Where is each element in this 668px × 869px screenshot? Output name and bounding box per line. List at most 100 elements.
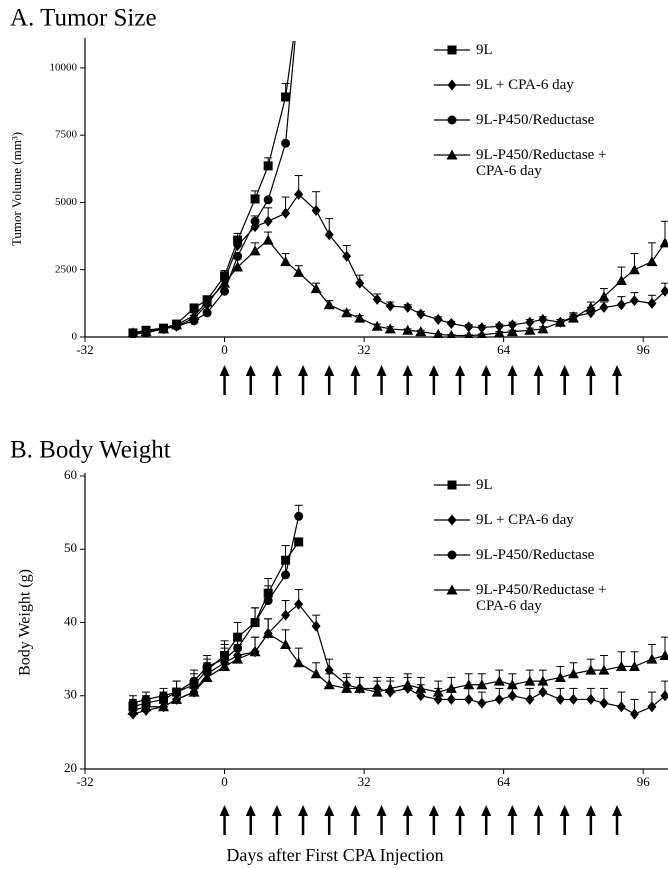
marker <box>598 291 610 302</box>
marker <box>507 690 517 702</box>
legend-key <box>434 45 470 55</box>
marker <box>281 207 291 219</box>
legend-key <box>434 550 470 560</box>
marker <box>493 675 505 686</box>
marker <box>140 701 152 712</box>
chart-title: B. Body Weight <box>10 437 171 464</box>
injection-arrowhead <box>585 365 596 376</box>
x-tick-label: 0 <box>221 342 228 357</box>
injection-arrowhead <box>298 365 309 376</box>
marker <box>628 264 640 275</box>
marker <box>433 693 443 705</box>
marker <box>433 314 443 326</box>
marker <box>660 285 668 297</box>
injection-arrowhead <box>507 365 518 376</box>
marker <box>294 511 304 521</box>
marker <box>281 92 291 102</box>
legend: 9L 9L + CPA-6 day 9L-P450/Reductase 9L-P450… <box>432 477 641 617</box>
marker <box>415 682 427 693</box>
marker <box>585 664 597 675</box>
series-line <box>132 41 294 334</box>
x-tick-label: 96 <box>637 774 651 789</box>
marker <box>477 322 487 334</box>
legend-label: 9L <box>476 477 493 493</box>
marker <box>310 283 322 294</box>
injection-arrowhead <box>612 365 623 376</box>
marker <box>171 693 183 704</box>
marker <box>494 320 504 332</box>
injection-arrowhead <box>455 805 466 816</box>
marker <box>157 701 169 712</box>
y-tick-label: 20 <box>64 760 77 775</box>
series-line <box>132 541 300 708</box>
marker <box>568 693 578 705</box>
marker <box>477 329 487 338</box>
marker <box>598 664 610 675</box>
marker <box>628 660 640 671</box>
marker <box>354 682 366 693</box>
marker <box>647 297 657 309</box>
legend-label: 9L-P450/Reductase <box>476 112 595 128</box>
marker <box>324 664 334 676</box>
marker <box>403 301 413 313</box>
y-tick-label: 2500 <box>55 263 78 275</box>
injection-arrowhead <box>376 805 387 816</box>
marker <box>599 301 609 313</box>
marker <box>524 675 536 686</box>
marker <box>323 679 335 690</box>
injection-arrowhead <box>376 365 387 376</box>
marker <box>446 149 458 160</box>
marker <box>293 266 305 277</box>
series-line <box>132 193 666 334</box>
marker <box>232 653 244 664</box>
marker <box>446 584 458 595</box>
marker <box>659 237 668 248</box>
legend-key <box>434 79 470 91</box>
marker <box>249 245 261 256</box>
legend-key <box>434 480 470 490</box>
marker <box>355 277 365 289</box>
injection-arrowhead <box>533 365 544 376</box>
marker <box>616 299 626 311</box>
legend-key <box>434 149 470 160</box>
x-tick-label: 96 <box>637 342 651 357</box>
marker <box>249 646 261 657</box>
marker <box>233 240 243 252</box>
marker <box>250 216 260 226</box>
series-line <box>132 239 666 337</box>
injection-arrowhead <box>350 805 361 816</box>
marker <box>281 138 291 148</box>
injection-arrowhead <box>428 805 439 816</box>
marker <box>464 693 474 705</box>
marker <box>646 256 658 267</box>
y-axis-label: Tumor Volume (mm³) <box>9 132 24 246</box>
injection-arrowhead <box>533 805 544 816</box>
x-tick-label: 64 <box>497 342 511 357</box>
marker <box>310 668 322 679</box>
marker <box>201 671 213 682</box>
marker <box>263 215 273 227</box>
legend-label: 9L + CPA-6 day <box>476 512 574 528</box>
marker <box>341 682 353 693</box>
marker <box>477 697 487 709</box>
injection-arrowhead <box>559 805 570 816</box>
marker <box>615 274 627 285</box>
marker <box>371 686 383 697</box>
marker <box>447 550 457 560</box>
x-axis-label: Days after First CPA Injection <box>226 845 443 865</box>
legend-key <box>434 115 470 125</box>
injection-arrowhead <box>298 805 309 816</box>
marker <box>416 690 426 702</box>
marker <box>615 660 627 671</box>
injection-arrowhead <box>585 805 596 816</box>
injection-arrowhead <box>481 805 492 816</box>
x-tick-label: 32 <box>358 774 371 789</box>
marker <box>220 286 230 296</box>
marker <box>281 609 291 621</box>
marker <box>567 668 579 679</box>
marker <box>464 330 474 338</box>
series-line <box>132 516 300 704</box>
marker <box>189 303 199 313</box>
